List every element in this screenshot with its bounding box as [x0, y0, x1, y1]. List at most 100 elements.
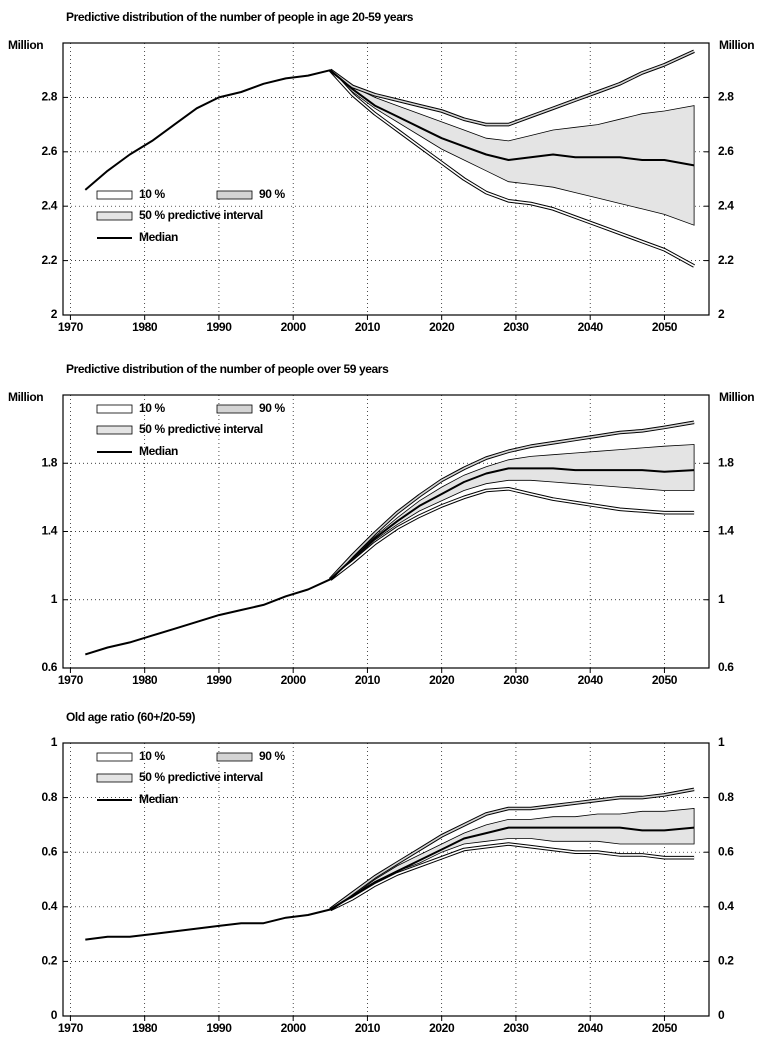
x-tick-label: 1980 [132, 1021, 158, 1035]
y-tick-label: 1 [51, 735, 58, 749]
legend-label: 90 % [259, 401, 285, 415]
x-tick-label: 2010 [355, 1021, 381, 1035]
x-tick-label: 1970 [58, 1021, 84, 1035]
chart-panel: 0.6 0.6 1 1 1.4 1.4 1.8 1.8 1970 1980 1990 2000 2010… [8, 362, 755, 687]
y-tick-label: 0.8 [42, 790, 58, 804]
median-line [85, 467, 695, 656]
median-line [84, 69, 695, 191]
legend-swatch [96, 190, 133, 200]
quantile-line [329, 488, 695, 580]
x-tick-label: 2040 [578, 320, 604, 334]
y-tick-label: 0.6 [718, 844, 734, 858]
y-tick-label: 1.8 [718, 455, 734, 469]
y-tick-label: 2.8 [718, 90, 734, 104]
x-tick-label: 2000 [281, 673, 307, 687]
y-tick-label: 0.8 [718, 790, 734, 804]
y-tick-label: 2 [718, 307, 725, 321]
y-tick-label: 0 [718, 1008, 725, 1022]
legend-swatch [96, 211, 133, 221]
x-tick-label: 2050 [652, 1021, 678, 1035]
y-tick-label: 0.6 [42, 660, 58, 674]
x-tick-label: 1970 [58, 320, 84, 334]
legend-swatch [96, 404, 133, 414]
legend-label: 50 % predictive interval [139, 770, 263, 784]
y-tick-label: 1 [718, 735, 725, 749]
x-tick-label: 2030 [503, 320, 529, 334]
median-line [85, 826, 695, 941]
legend-label: 10 % [139, 187, 165, 201]
legend-label: 90 % [259, 187, 285, 201]
interval-band [330, 808, 695, 910]
legend-label: 10 % [139, 749, 165, 763]
x-tick-label: 1990 [206, 320, 232, 334]
legend-label: Median [139, 792, 178, 806]
chart-panel: 0 0 0.2 0.2 0.4 0.4 0.6 0.6 0.8 0.8 1 1 1970 1980 1990… [42, 710, 735, 1035]
y-tick-label: 2.2 [718, 253, 734, 267]
y-axis-label: Million [719, 38, 754, 52]
quantile-line [329, 50, 695, 126]
legend-swatch [216, 752, 253, 762]
y-tick-label: 1 [51, 592, 58, 606]
y-tick-label: 2 [51, 307, 58, 321]
y-tick-label: 1.4 [718, 524, 734, 538]
x-tick-label: 2030 [503, 673, 529, 687]
quantile-line [329, 843, 695, 911]
y-tick-label: 2.6 [42, 144, 58, 158]
y-tick-label: 0 [51, 1008, 58, 1022]
y-tick-label: 1.8 [42, 455, 58, 469]
y-tick-label: 0.2 [718, 954, 734, 968]
quantile-line [329, 788, 695, 911]
quantile-line [329, 421, 695, 580]
quantile-outline [329, 487, 695, 581]
x-tick-label: 2010 [355, 673, 381, 687]
legend-swatch [96, 773, 133, 783]
x-tick-label: 2000 [281, 320, 307, 334]
x-tick-label: 2020 [429, 673, 455, 687]
y-tick-label: 2.8 [42, 90, 58, 104]
plot-frame [62, 742, 710, 1017]
x-tick-label: 1980 [132, 320, 158, 334]
legend-label: 50 % predictive interval [139, 422, 263, 436]
legend-label: 10 % [139, 401, 165, 415]
chart-title: Predictive distribution of the number of… [66, 10, 414, 24]
legend-swatch [216, 190, 253, 200]
legend-swatch [96, 752, 133, 762]
y-tick-label: 1 [718, 592, 725, 606]
plot-frame [62, 42, 710, 316]
chart-title: Predictive distribution of the number of… [66, 362, 389, 376]
x-tick-label: 2020 [429, 1021, 455, 1035]
legend-label: Median [139, 444, 178, 458]
y-axis-label: Million [8, 390, 43, 404]
y-axis-label: Million [719, 390, 754, 404]
x-tick-label: 1980 [132, 673, 158, 687]
y-tick-label: 0.6 [42, 844, 58, 858]
legend-swatch [216, 404, 253, 414]
x-tick-label: 2030 [503, 1021, 529, 1035]
y-tick-label: 2.4 [42, 198, 58, 212]
plot-frame [62, 394, 710, 669]
y-tick-label: 0.6 [718, 660, 734, 674]
x-tick-label: 2050 [652, 673, 678, 687]
quantile-outline [329, 787, 695, 911]
y-tick-label: 0.2 [42, 954, 58, 968]
legend-label: 90 % [259, 749, 285, 763]
legend-label: 50 % predictive interval [139, 208, 263, 222]
y-tick-label: 1.4 [42, 524, 58, 538]
chart-title: Old age ratio (60+/20-59) [66, 710, 195, 724]
legend-swatch [96, 425, 133, 435]
x-tick-label: 2050 [652, 320, 678, 334]
quantile-line [329, 69, 695, 267]
chart-panel: 2 2 2.2 2.2 2.4 2.4 2.6 2.6 2.8 2.8 1970 1980 1990 20… [8, 10, 755, 334]
legend-label: Median [139, 230, 178, 244]
x-tick-label: 2020 [429, 320, 455, 334]
y-tick-label: 0.4 [718, 899, 734, 913]
y-axis-label: Million [8, 38, 43, 52]
x-tick-label: 1990 [206, 673, 232, 687]
x-tick-label: 2000 [281, 1021, 307, 1035]
x-tick-label: 2010 [355, 320, 381, 334]
y-tick-label: 2.6 [718, 144, 734, 158]
x-tick-label: 1990 [206, 1021, 232, 1035]
x-tick-label: 1970 [58, 673, 84, 687]
y-tick-label: 2.2 [42, 253, 58, 267]
